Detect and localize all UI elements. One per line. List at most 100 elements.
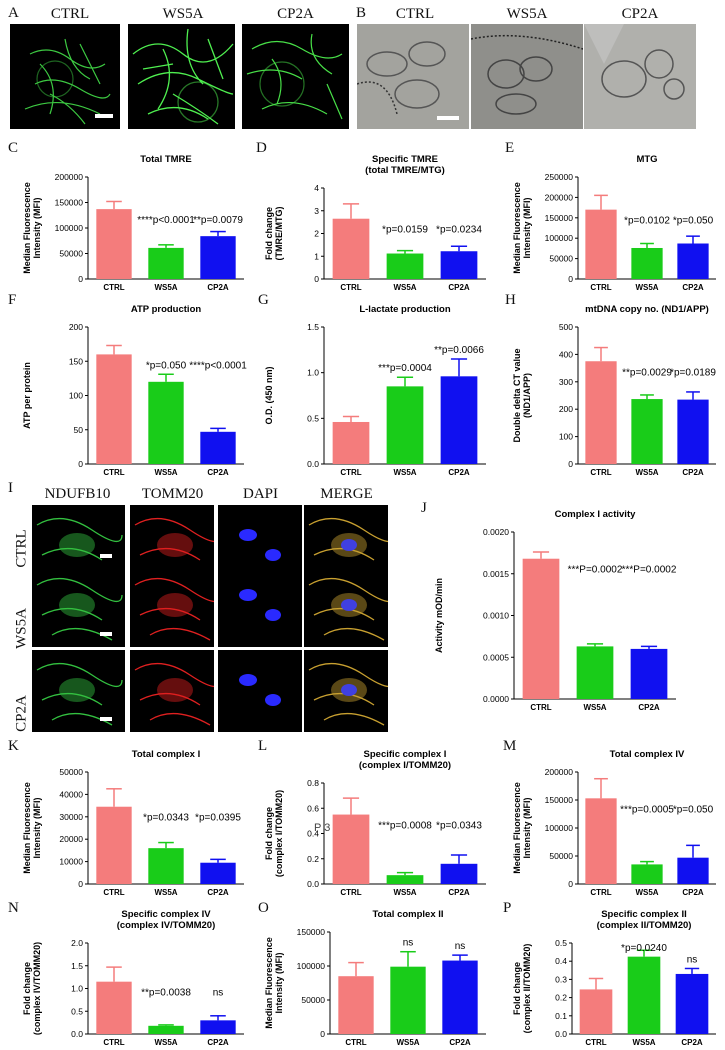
panel-letter-f: F [8, 292, 17, 308]
x-tick-label: WS5A [154, 468, 177, 477]
significance-annotation: *p=0.0395 [195, 813, 241, 824]
chart-title-line: mtDNA copy no. (ND1/APP) [585, 304, 709, 315]
y-tick-label: 50000 [549, 254, 573, 264]
bar-ws5a [390, 966, 426, 1034]
x-tick-label: WS5A [635, 283, 658, 292]
y-axis-label: Intensity (MFI) [522, 798, 532, 859]
y-tick-label: 0.0010 [483, 611, 509, 621]
y-tick-label: 0 [568, 274, 573, 284]
y-tick-label: 50000 [549, 851, 573, 861]
chart-o: Total complex II Median Fluorescence Inten… [264, 909, 486, 1047]
y-axis-label: Fold change [512, 962, 522, 1015]
y-tick-label: 400 [559, 349, 573, 359]
if-image-r2-c3 [304, 650, 388, 732]
y-axis-label: Double delta CT value [512, 348, 522, 442]
x-tick-label: WS5A [632, 1038, 655, 1047]
panel-letter-b: B [356, 5, 367, 21]
bar-ws5a [631, 864, 663, 884]
x-tick-label: CTRL [345, 1038, 366, 1047]
bar-cp2a [675, 973, 709, 1034]
if-image-r0-c2 [218, 505, 302, 569]
y-tick-label: 100000 [55, 223, 84, 233]
y-tick-label: 0.0 [307, 879, 319, 889]
y-axis-label: (TMRE/MTG) [274, 207, 284, 261]
bar-ctrl [585, 209, 617, 279]
chart-title-line: (complex II/TOMM20) [597, 920, 692, 931]
panel-a-label-ws5a: WS5A [162, 6, 204, 22]
y-tick-label: 100 [69, 391, 83, 401]
chart-title-line: L-lactate production [359, 304, 451, 315]
y-axis-label: (complex IV/TOMM20) [32, 942, 42, 1035]
panel-letter-l: L [258, 738, 268, 754]
y-tick-label: 0.0005 [483, 652, 509, 662]
significance-annotation: ***p=0.0008 [378, 821, 432, 832]
y-axis-label: Activity mOD/min [434, 578, 444, 653]
x-tick-label: CTRL [590, 468, 611, 477]
panel-letter-d: D [256, 140, 267, 156]
y-tick-label: 50000 [59, 767, 83, 777]
chart-title-line: (total TMRE/MTG) [365, 165, 445, 176]
y-tick-label: 250000 [545, 172, 574, 182]
y-axis-label: Fold change [22, 962, 32, 1015]
x-tick-label: WS5A [393, 888, 416, 897]
chart-title-line: ATP production [131, 304, 202, 315]
chart-c: Total TMRE Median Fluorescence Intensity (… [22, 154, 244, 292]
significance-annotation: *p=0.050 [673, 804, 714, 815]
x-tick-label: WS5A [635, 888, 658, 897]
bar-ctrl [579, 989, 613, 1034]
mitochondria-image-ctrl [10, 24, 120, 129]
chart-title-line: Total complex IV [610, 749, 685, 760]
chart-k: Total complex I Median Fluorescence Intens… [22, 749, 244, 897]
significance-annotation: ns [455, 941, 466, 952]
y-tick-label: 200 [559, 404, 573, 414]
bar-ctrl [332, 814, 370, 884]
x-tick-label: CP2A [448, 283, 470, 292]
y-axis-label: Intensity (MFI) [32, 198, 42, 259]
y-tick-label: 10000 [59, 857, 83, 867]
x-tick-label: CTRL [340, 888, 361, 897]
chart-title-line: Total complex I [132, 749, 200, 760]
bar-ctrl [585, 361, 617, 464]
y-tick-label: 0.5 [307, 413, 319, 423]
significance-annotation: ***p=0.0004 [378, 363, 432, 374]
significance-annotation: ***p=0.0005 [620, 804, 674, 815]
panel-a-label-cp2a: CP2A [277, 6, 314, 22]
chart-e: MTG Median Fluorescence Intensity (MFI) 0 50… [512, 154, 716, 292]
bar-ctrl [96, 981, 132, 1034]
em-image-ctrl [357, 24, 469, 129]
x-tick-label: CP2A [681, 1038, 703, 1047]
panel-letter-p: P [503, 900, 512, 916]
x-tick-label: WS5A [635, 468, 658, 477]
bar-ctrl [96, 354, 132, 464]
if-image-r0-c1 [130, 505, 214, 569]
chart-title-line: (complex IV/TOMM20) [117, 920, 216, 931]
x-tick-label: CP2A [682, 283, 704, 292]
panel-i-row-ctrl: CTRL [13, 529, 30, 568]
y-tick-label: 50000 [301, 995, 325, 1005]
x-tick-label: CTRL [103, 888, 124, 897]
y-axis-label: Fold change [264, 807, 274, 860]
significance-annotation: **p=0.0038 [141, 988, 191, 999]
y-tick-label: 1.0 [71, 984, 83, 994]
y-tick-label: 0.0000 [483, 694, 509, 704]
x-tick-label: CTRL [103, 468, 124, 477]
significance-annotation: *p=0.0234 [436, 225, 482, 236]
x-tick-label: WS5A [393, 283, 416, 292]
bar-ws5a [386, 253, 424, 279]
bar-ctrl [522, 558, 560, 699]
bar-ctrl [96, 209, 132, 279]
bar-ws5a [148, 848, 184, 884]
chart-n: Specific complex IV(complex IV/TOMM20)Fo… [22, 909, 244, 1047]
panel-i-col-ndufb10: NDUFB10 [44, 486, 111, 502]
y-tick-label: 0.0 [71, 1029, 83, 1039]
y-tick-label: 0.8 [307, 778, 319, 788]
y-tick-label: 200000 [545, 767, 574, 777]
y-tick-label: 0 [568, 879, 573, 889]
chart-title-line: Specific complex II [601, 909, 687, 920]
y-tick-label: 0.5 [555, 938, 567, 948]
y-axis-label: (complex II/TOMM20) [522, 944, 532, 1034]
panel-l-overlay-text: P 3 [314, 822, 331, 834]
significance-annotation: ns [403, 938, 414, 949]
significance-annotation: ****p<0.0001 [189, 360, 247, 371]
significance-annotation: ns [213, 988, 224, 999]
